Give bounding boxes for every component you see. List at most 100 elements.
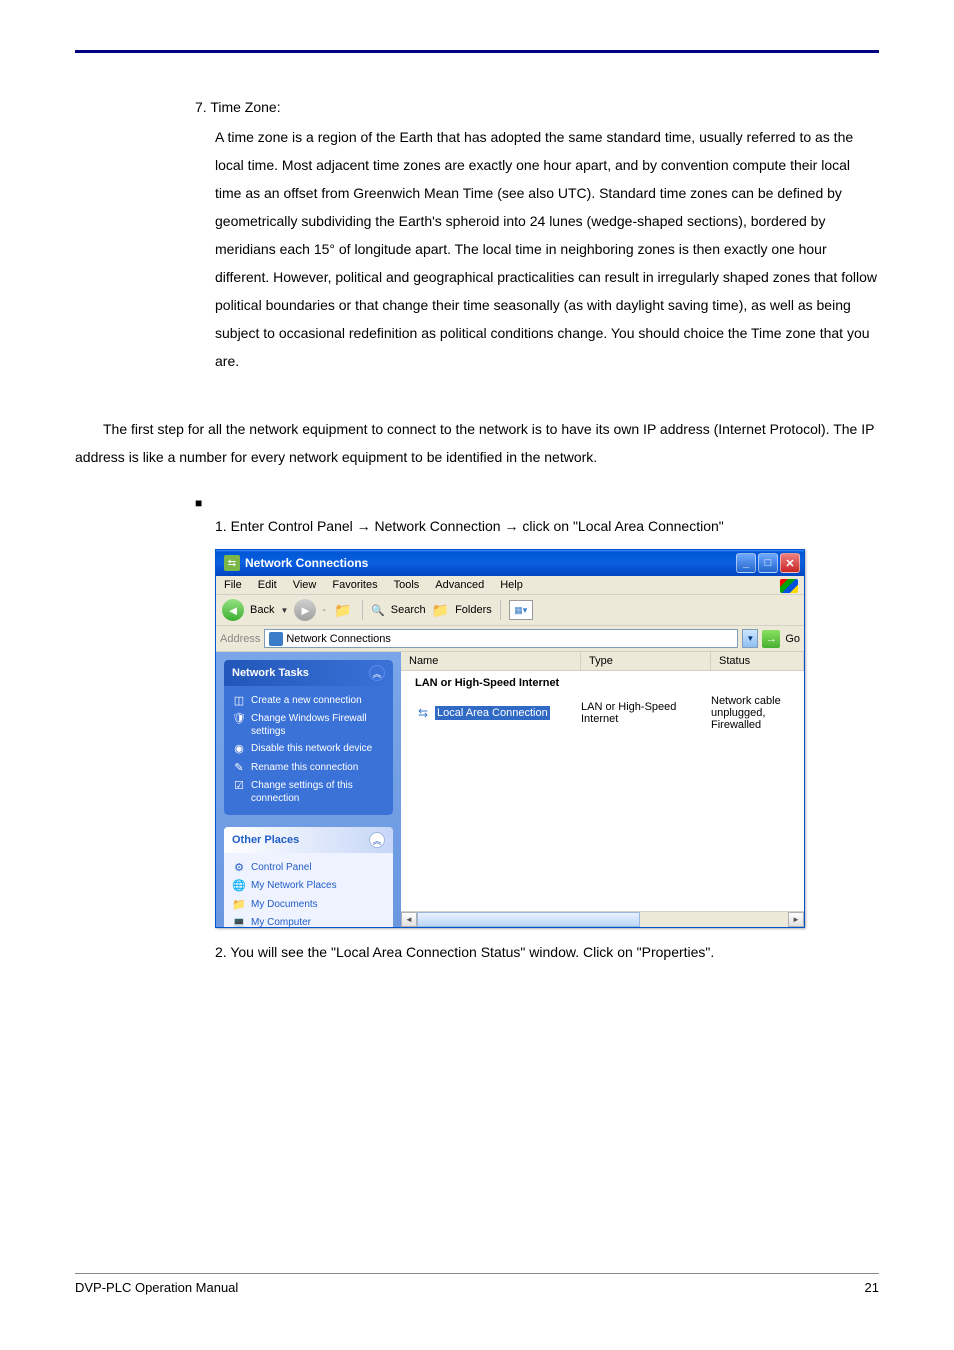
place-label: My Network Places [251, 879, 337, 892]
step-number: 1. [215, 518, 227, 534]
other-places-panel: Other Places ︽ ⚙ Control Panel 🌐 My Networ… [224, 827, 393, 927]
page-footer: DVP-PLC Operation Manual 21 [75, 1273, 879, 1295]
step-number: 2. [215, 944, 227, 960]
close-button[interactable]: ✕ [780, 553, 800, 573]
shield-icon: 🛡 [232, 712, 246, 726]
panel-header[interactable]: Other Places ︽ [224, 827, 393, 853]
settings-icon: ☑ [232, 779, 246, 793]
views-button[interactable]: ▦▾ [509, 600, 533, 620]
control-panel-icon: ⚙ [232, 861, 246, 875]
scroll-left[interactable]: ◄ [401, 912, 417, 927]
menu-view[interactable]: View [293, 579, 317, 591]
toolbar: ◄ Back ▼ ► - 📁 🔍 Search 📁 Folders ▦▾ [216, 595, 804, 626]
scroll-track[interactable] [417, 912, 788, 927]
task-label: Change settings of this connection [251, 779, 385, 805]
task-label: Change Windows Firewall settings [251, 712, 385, 738]
network-icon: 🌐 [232, 879, 246, 893]
col-status[interactable]: Status [711, 652, 804, 670]
task-label: Disable this network device [251, 742, 372, 755]
address-value: Network Connections [286, 633, 391, 645]
task-firewall[interactable]: 🛡 Change Windows Firewall settings [232, 710, 385, 740]
panel-title: Network Tasks [232, 667, 309, 679]
place-control-panel[interactable]: ⚙ Control Panel [232, 859, 385, 877]
wizard-icon: ◫ [232, 694, 246, 708]
section-7: 7. Time Zone: A time zone is a region of… [195, 93, 879, 375]
col-type[interactable]: Type [581, 652, 711, 670]
place-network-places[interactable]: 🌐 My Network Places [232, 877, 385, 895]
back-button[interactable]: ◄ [222, 599, 244, 621]
go-button[interactable]: → [762, 630, 780, 648]
footer-page: 21 [865, 1280, 879, 1295]
menu-favorites[interactable]: Favorites [332, 579, 377, 591]
search-icon: 🔍 [371, 604, 385, 617]
cell-name: ⇆ Local Area Connection [415, 706, 581, 720]
minimize-button[interactable]: _ [736, 553, 756, 573]
panel-header[interactable]: Network Tasks ︽ [224, 660, 393, 686]
collapse-icon[interactable]: ︽ [369, 832, 385, 848]
address-field[interactable]: Network Connections [264, 629, 738, 648]
collapse-icon[interactable]: ︽ [369, 665, 385, 681]
intro-paragraph: The first step for all the network equip… [75, 415, 879, 471]
place-label: Control Panel [251, 861, 312, 874]
address-icon [269, 632, 283, 646]
place-documents[interactable]: 📁 My Documents [232, 896, 385, 914]
step-text: Enter Control Panel → Network Connection… [231, 518, 724, 534]
bullet-marker: ■ [195, 496, 879, 510]
step-2: 2. You will see the "Local Area Connecti… [215, 940, 879, 965]
toolbar-dash: - [322, 604, 326, 616]
menu-help[interactable]: Help [500, 579, 523, 591]
place-label: My Documents [251, 898, 318, 911]
task-settings[interactable]: ☑ Change settings of this connection [232, 777, 385, 807]
network-tasks-panel: Network Tasks ︽ ◫ Create a new connection… [224, 660, 393, 815]
window-icon: ⇆ [224, 555, 240, 571]
folder-icon: 📁 [232, 898, 246, 912]
panel-body: ◫ Create a new connection 🛡 Change Windows… [224, 686, 393, 815]
connection-row[interactable]: ⇆ Local Area Connection LAN or High-Spee… [401, 691, 804, 735]
window-body: Network Tasks ︽ ◫ Create a new connection… [216, 652, 804, 927]
address-bar: Address Network Connections ▼ → Go [216, 626, 804, 652]
back-dropdown[interactable]: ▼ [280, 606, 288, 615]
folders-label[interactable]: Folders [455, 604, 492, 616]
group-header: LAN or High-Speed Internet [401, 671, 804, 691]
computer-icon: 💻 [232, 916, 246, 927]
menu-tools[interactable]: Tools [394, 579, 420, 591]
col-name[interactable]: Name [401, 652, 581, 670]
task-label: Create a new connection [251, 694, 362, 707]
task-label: Rename this connection [251, 761, 358, 774]
maximize-button[interactable]: □ [758, 553, 778, 573]
horizontal-scrollbar[interactable]: ◄ ► [401, 911, 804, 927]
footer-left: DVP-PLC Operation Manual [75, 1280, 238, 1295]
menu-advanced[interactable]: Advanced [435, 579, 484, 591]
rename-icon: ✎ [232, 761, 246, 775]
address-dropdown[interactable]: ▼ [742, 629, 758, 648]
task-disable[interactable]: ◉Disable this network device [232, 740, 385, 758]
scroll-right[interactable]: ► [788, 912, 804, 927]
window-title: Network Connections [245, 556, 736, 570]
titlebar: ⇆ Network Connections _ □ ✕ [216, 550, 804, 576]
separator [362, 600, 363, 620]
place-label: My Computer [251, 916, 311, 927]
top-rule [75, 50, 879, 53]
up-button[interactable]: 📁 [332, 599, 354, 621]
place-computer[interactable]: 💻 My Computer [232, 914, 385, 927]
scroll-thumb[interactable] [417, 912, 640, 927]
item-title: Time Zone: [210, 99, 280, 115]
forward-button[interactable]: ► [294, 599, 316, 621]
panel-title: Other Places [232, 834, 299, 846]
task-rename[interactable]: ✎ Rename this connection [232, 759, 385, 777]
address-label: Address [220, 633, 260, 645]
side-panel: Network Tasks ︽ ◫ Create a new connection… [216, 652, 401, 927]
step-1: 1. Enter Control Panel → Network Connect… [215, 514, 879, 539]
main-listview: Name Type Status LAN or High-Speed Inter… [401, 652, 804, 927]
separator [500, 600, 501, 620]
screenshot-network-connections: ⇆ Network Connections _ □ ✕ File Edit Vi… [215, 549, 879, 928]
search-label[interactable]: Search [391, 604, 426, 616]
panel-body: ⚙ Control Panel 🌐 My Network Places 📁 My Do… [224, 853, 393, 927]
folders-icon: 📁 [432, 602, 449, 619]
cell-status: Network cable unplugged, Firewalled [711, 695, 804, 731]
menu-file[interactable]: File [224, 579, 242, 591]
menu-edit[interactable]: Edit [258, 579, 277, 591]
task-create-connection[interactable]: ◫ Create a new connection [232, 692, 385, 710]
column-headers: Name Type Status [401, 652, 804, 671]
connection-icon: ⇆ [415, 706, 431, 720]
